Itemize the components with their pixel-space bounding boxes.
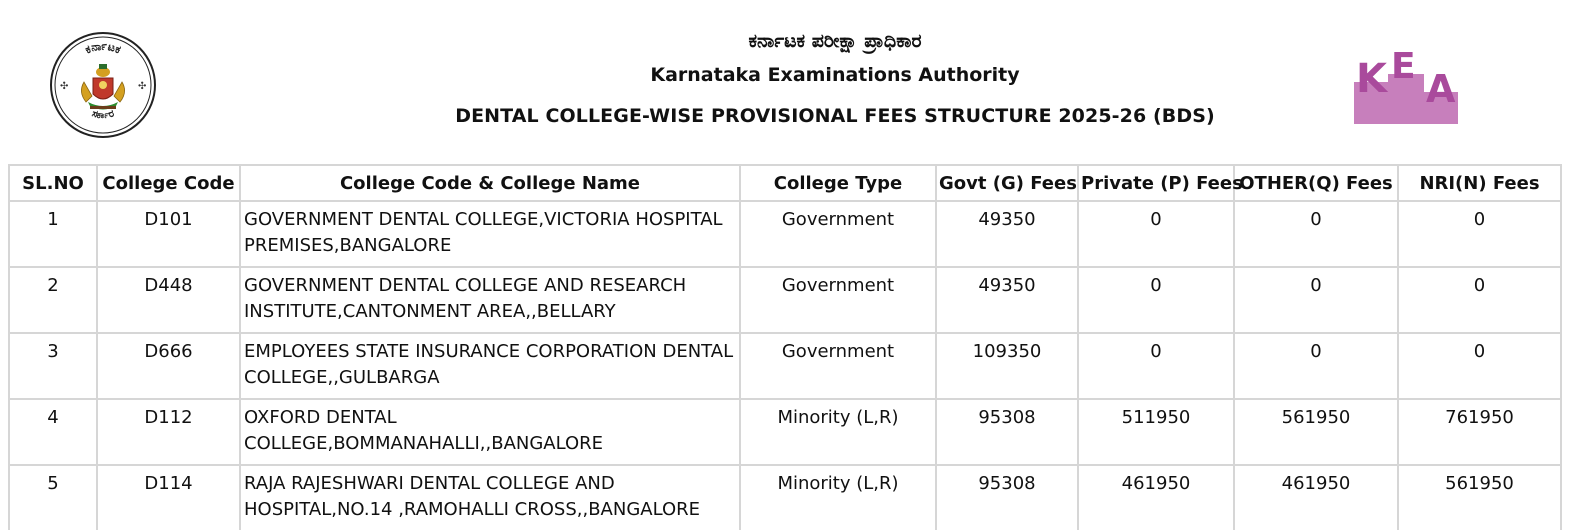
col-college-code-cell: D448 bbox=[96, 266, 241, 334]
col-nri-fees-cell: 0 bbox=[1397, 200, 1562, 268]
col-nri-fees-cell: 561950 bbox=[1397, 464, 1562, 530]
col-college-name-cell: EMPLOYEES STATE INSURANCE CORPORATION DE… bbox=[239, 332, 741, 400]
col-govt-fees-cell: 49350 bbox=[935, 266, 1079, 334]
col-other-fees-header: OTHER(Q) Fees bbox=[1233, 164, 1399, 202]
col-private-fees-cell: 0 bbox=[1077, 266, 1235, 334]
svg-text:ಕರ್ನಾಟಕ: ಕರ್ನಾಟಕ bbox=[83, 39, 122, 56]
kea-logo-text-a: A bbox=[1426, 67, 1456, 111]
table-row: 2 D448 GOVERNMENT DENTAL COLLEGE AND RESEA… bbox=[8, 266, 1562, 334]
kea-logo-text-k: K bbox=[1356, 56, 1389, 102]
col-other-fees-cell: 461950 bbox=[1233, 464, 1399, 530]
table-row: 5 D114 RAJA RAJESHWARI DENTAL COLLEGE AND … bbox=[8, 464, 1562, 530]
col-nri-fees-cell: 761950 bbox=[1397, 398, 1562, 466]
col-private-fees-cell: 461950 bbox=[1077, 464, 1235, 530]
col-other-fees-cell: 561950 bbox=[1233, 398, 1399, 466]
col-private-fees-cell: 0 bbox=[1077, 332, 1235, 400]
kea-logo-icon: K E A bbox=[1354, 48, 1458, 124]
document-title: DENTAL COLLEGE-WISE PROVISIONAL FEES STR… bbox=[455, 105, 1215, 127]
fees-table: SL.NO College Code College Code & College … bbox=[8, 164, 1562, 530]
col-college-type-cell: Minority (L,R) bbox=[739, 464, 937, 530]
col-college-type-cell: Government bbox=[739, 332, 937, 400]
col-college-type-header: College Type bbox=[739, 164, 937, 202]
svg-text:✣: ✣ bbox=[138, 81, 146, 92]
col-nri-fees-cell: 0 bbox=[1397, 332, 1562, 400]
col-college-code-cell: D666 bbox=[96, 332, 241, 400]
col-college-code-cell: D112 bbox=[96, 398, 241, 466]
col-college-type-cell: Government bbox=[739, 266, 937, 334]
col-college-name-cell: OXFORD DENTAL COLLEGE,BOMMANAHALLI,,BANG… bbox=[239, 398, 741, 466]
col-sl-no-cell: 1 bbox=[8, 200, 98, 268]
col-sl-no-cell: 5 bbox=[8, 464, 98, 530]
col-college-code-cell: D114 bbox=[96, 464, 241, 530]
col-college-type-cell: Government bbox=[739, 200, 937, 268]
svg-text:ಸರ್ಕಾರ: ಸರ್ಕಾರ bbox=[90, 108, 116, 121]
col-college-type-cell: Minority (L,R) bbox=[739, 398, 937, 466]
col-college-name-cell: GOVERNMENT DENTAL COLLEGE,VICTORIA HOSPI… bbox=[239, 200, 741, 268]
col-sl-no-header: SL.NO bbox=[8, 164, 98, 202]
col-sl-no-cell: 3 bbox=[8, 332, 98, 400]
col-college-name-cell: RAJA RAJESHWARI DENTAL COLLEGE AND HOSPI… bbox=[239, 464, 741, 530]
kannada-authority-title: ಕರ್ನಾಟಕ ಪರೀಕ್ಷಾ ಪ್ರಾಧಿಕಾರ bbox=[748, 30, 922, 52]
english-authority-title: Karnataka Examinations Authority bbox=[650, 64, 1020, 86]
table-header-row: SL.NO College Code College Code & College … bbox=[8, 164, 1562, 202]
emblem-bottom-text: ಸರ್ಕಾರ bbox=[90, 108, 116, 121]
col-govt-fees-cell: 95308 bbox=[935, 464, 1079, 530]
col-govt-fees-header: Govt (G) Fees bbox=[935, 164, 1079, 202]
table-row: 3 D666 EMPLOYEES STATE INSURANCE CORPORATI… bbox=[8, 332, 1562, 400]
col-other-fees-cell: 0 bbox=[1233, 266, 1399, 334]
table-row: 4 D112 OXFORD DENTAL COLLEGE,BOMMANAHALLI,… bbox=[8, 398, 1562, 466]
svg-text:✣: ✣ bbox=[60, 81, 68, 92]
col-other-fees-cell: 0 bbox=[1233, 200, 1399, 268]
kea-logo-text-e: E bbox=[1391, 48, 1416, 87]
col-nri-fees-header: NRI(N) Fees bbox=[1397, 164, 1562, 202]
col-sl-no-cell: 2 bbox=[8, 266, 98, 334]
col-private-fees-header: Private (P) Fees bbox=[1077, 164, 1243, 202]
emblem-top-text: ಕರ್ನಾಟಕ bbox=[83, 39, 122, 56]
col-private-fees-cell: 511950 bbox=[1077, 398, 1235, 466]
table-row: 1 D101 GOVERNMENT DENTAL COLLEGE,VICTORIA … bbox=[8, 200, 1562, 268]
col-college-name-header: College Code & College Name bbox=[239, 164, 741, 202]
col-govt-fees-cell: 109350 bbox=[935, 332, 1079, 400]
col-other-fees-cell: 0 bbox=[1233, 332, 1399, 400]
col-college-code-header: College Code bbox=[96, 164, 241, 202]
col-sl-no-cell: 4 bbox=[8, 398, 98, 466]
col-private-fees-cell: 0 bbox=[1077, 200, 1235, 268]
col-govt-fees-cell: 49350 bbox=[935, 200, 1079, 268]
col-govt-fees-cell: 95308 bbox=[935, 398, 1079, 466]
col-nri-fees-cell: 0 bbox=[1397, 266, 1562, 334]
karnataka-emblem-icon: ಕರ್ನಾಟಕ ಸರ್ಕಾರ ✣ ✣ bbox=[50, 32, 156, 138]
col-college-name-cell: GOVERNMENT DENTAL COLLEGE AND RESEARCH I… bbox=[239, 266, 741, 334]
col-college-code-cell: D101 bbox=[96, 200, 241, 268]
